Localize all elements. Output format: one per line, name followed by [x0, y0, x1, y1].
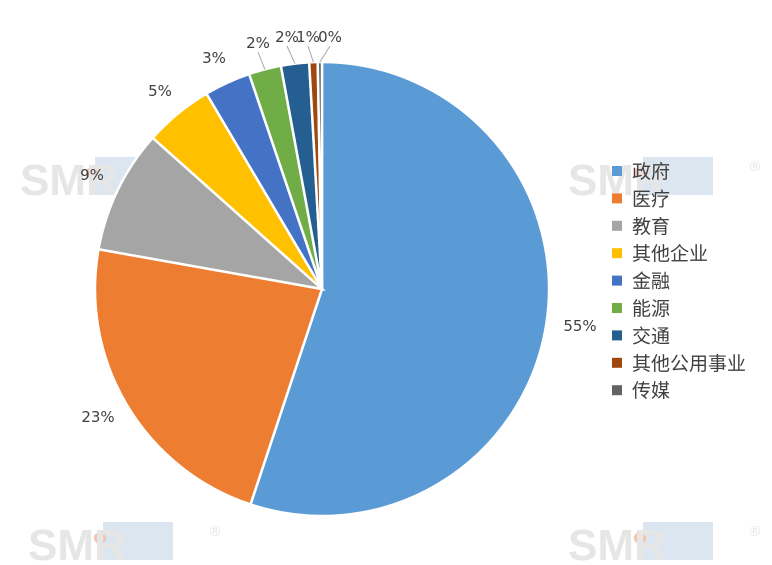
watermark-bar — [643, 522, 713, 560]
data-label: 2% — [275, 28, 299, 46]
legend-swatch — [612, 248, 622, 259]
legend-label: 交通 — [632, 325, 670, 347]
pie-slice — [97, 136, 327, 292]
data-labels: 55%23%9%5%3%2% 2%1%0% — [80, 28, 597, 426]
leader-line — [319, 45, 331, 63]
legend-swatch — [612, 275, 622, 286]
data-label: 1% — [296, 28, 320, 46]
watermark-text: SMR — [28, 521, 126, 565]
watermark-registered-mark: ® — [748, 159, 762, 175]
legend-swatch — [612, 385, 622, 396]
data-label: 3% — [202, 49, 226, 67]
legend-item: 医疗 — [612, 188, 670, 210]
watermark-registered-mark: ® — [208, 524, 222, 540]
legend-item: 政府 — [612, 161, 670, 183]
pie-slices — [93, 60, 551, 518]
legend-label: 教育 — [632, 216, 670, 238]
legend-swatch — [612, 357, 622, 368]
legend-item: 其他公用事业 — [612, 353, 746, 375]
watermark-text: SMR — [568, 521, 666, 565]
watermark-bar — [103, 522, 173, 560]
legend-label: 政府 — [632, 161, 670, 183]
leader-line — [307, 45, 314, 63]
legend-swatch — [612, 166, 622, 176]
legend-item: 金融 — [612, 271, 670, 293]
legend-swatch — [612, 220, 622, 231]
watermark-registered-mark: ® — [748, 524, 762, 540]
legend-item: 教育 — [612, 216, 670, 238]
data-label: 2% — [246, 34, 270, 52]
watermark-dot — [634, 167, 646, 179]
watermark-dot — [94, 532, 106, 544]
leader-line — [257, 51, 266, 70]
legend-label: 传媒 — [632, 380, 670, 402]
legend-label: 其他公用事业 — [632, 353, 746, 375]
watermark-dot — [86, 167, 98, 179]
data-label: 23% — [81, 408, 114, 426]
watermark-dot — [634, 532, 646, 544]
data-label: 55% — [563, 317, 596, 335]
watermark-2: SMR ® — [568, 156, 762, 205]
legend-item: 能源 — [612, 298, 670, 320]
leader-lines — [257, 45, 331, 70]
watermark-3: SMR ® — [28, 521, 222, 565]
pie-slice — [93, 247, 324, 507]
legend-label: 医疗 — [632, 188, 670, 210]
watermark-text: SMR — [20, 156, 118, 205]
legend-label: 能源 — [632, 298, 670, 320]
watermark-bar — [643, 157, 713, 195]
data-label: 0% — [318, 28, 342, 46]
watermark-layer: SMR®SMR®SMR®SMR® — [20, 156, 762, 565]
data-label: 9% — [80, 166, 104, 184]
legend-item: 传媒 — [612, 380, 670, 402]
leader-line — [286, 45, 296, 64]
watermark-4: SMR ® — [568, 521, 762, 565]
legend-swatch — [612, 330, 622, 341]
legend-swatch — [612, 193, 622, 204]
legend-swatch — [612, 303, 622, 313]
pie-slice — [248, 60, 551, 518]
data-label: 5% — [148, 82, 172, 100]
legend-label: 金融 — [632, 271, 670, 293]
legend-label: 其他企业 — [632, 243, 708, 265]
legend-item: 其他企业 — [612, 243, 708, 265]
legend-item: 交通 — [612, 325, 670, 347]
